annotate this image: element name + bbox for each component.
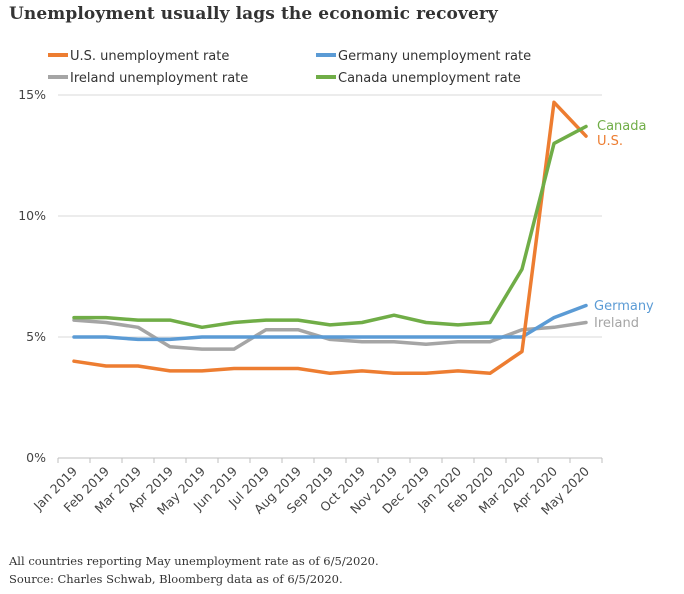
series-line-us bbox=[72, 100, 588, 376]
series-end-label: U.S. bbox=[597, 134, 623, 149]
series-end-label: Ireland bbox=[594, 316, 639, 331]
legend-label: U.S. unemployment rate bbox=[70, 49, 229, 64]
footnote-reporting: All countries reporting May unemployment… bbox=[9, 554, 379, 568]
legend-label: Ireland unemployment rate bbox=[70, 71, 248, 86]
y-tick-label: 15% bbox=[18, 87, 46, 102]
y-tick-label: 10% bbox=[18, 208, 46, 223]
series-end-label: Canada bbox=[597, 119, 646, 134]
series-end-label: Germany bbox=[594, 299, 654, 314]
footnote-source: Source: Charles Schwab, Bloomberg data a… bbox=[9, 572, 343, 586]
y-tick-label: 0% bbox=[26, 450, 46, 465]
legend-label: Germany unemployment rate bbox=[338, 49, 531, 64]
series-line-canada bbox=[72, 124, 588, 330]
legend-label: Canada unemployment rate bbox=[338, 71, 521, 86]
y-tick-label: 5% bbox=[26, 329, 46, 344]
chart-title: Unemployment usually lags the economic r… bbox=[9, 4, 498, 24]
series-line-germany bbox=[72, 303, 588, 342]
